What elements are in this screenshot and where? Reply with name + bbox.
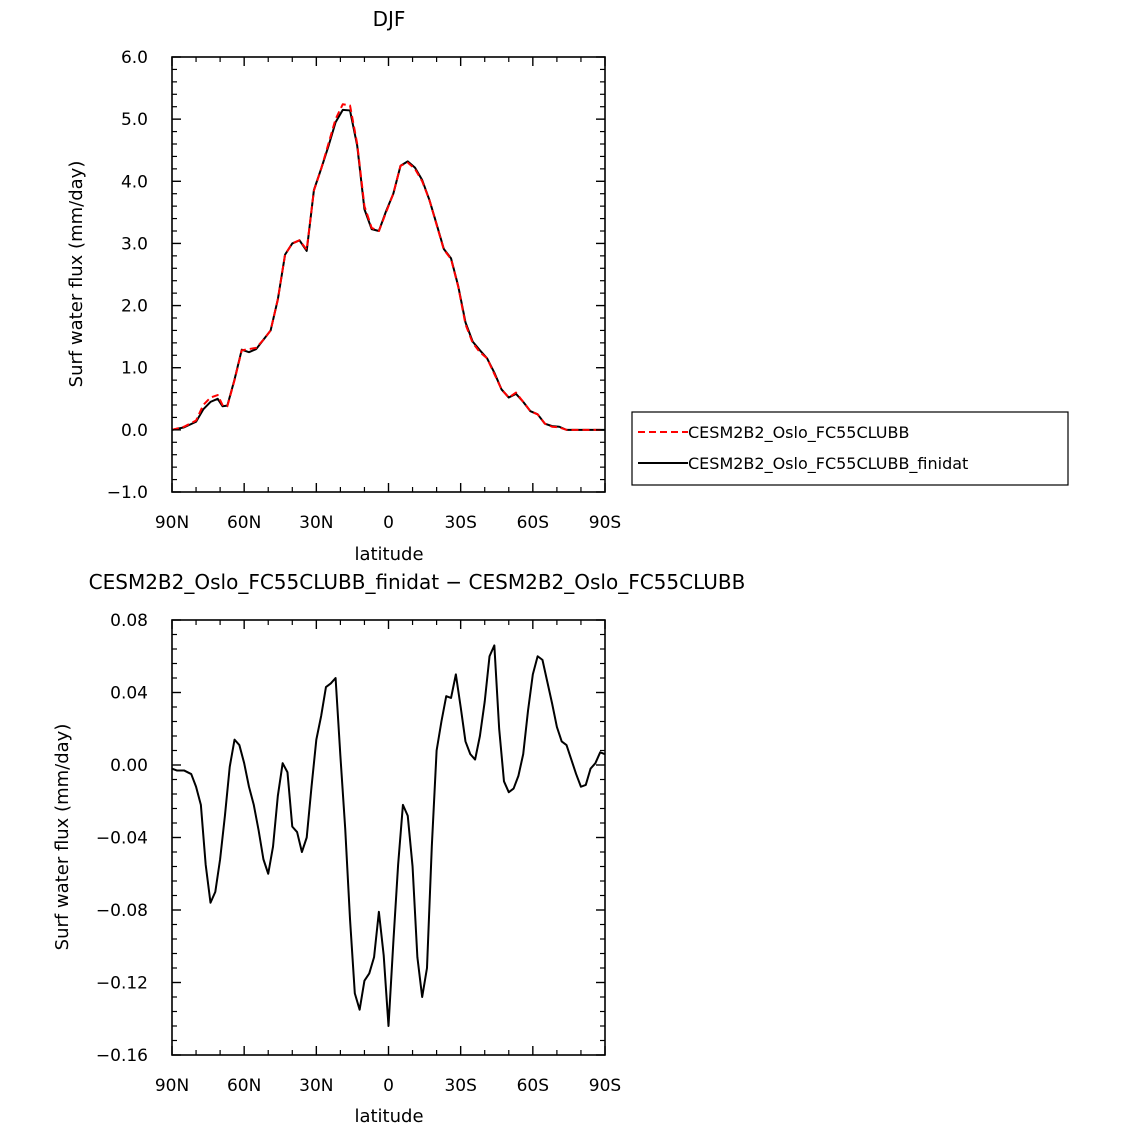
x-tick-label: 90N xyxy=(155,513,189,533)
y-tick-label: −0.16 xyxy=(96,1046,148,1066)
axis-ticks: 90N 60N 30N 0 30S 60S 90S −1.0 0.0 1.0 2.0 3.0 4.0 5.… xyxy=(107,48,622,533)
x-tick-label: 0 xyxy=(383,1076,394,1096)
x-tick-label: 60N xyxy=(227,1076,261,1096)
series-lines xyxy=(171,103,605,431)
y-tick-label: 3.0 xyxy=(121,234,148,254)
difference-plot-frame xyxy=(171,619,606,1056)
difference-axis-ticks: 90N 60N 30N 0 30S 60S 90S −0.16 −0.12 −0.08 −0.04 0… xyxy=(96,611,621,1096)
y-tick-label: 0.0 xyxy=(121,421,148,441)
legend-label-0: CESM2B2_Oslo_FC55CLUBB xyxy=(688,423,909,443)
y-tick-label: 6.0 xyxy=(121,48,148,68)
difference-series-lines xyxy=(171,644,606,1027)
x-tick-label: 60S xyxy=(517,1076,549,1096)
y-tick-label: 5.0 xyxy=(121,110,148,130)
legend: CESM2B2_Oslo_FC55CLUBB CESM2B2_Oslo_FC55… xyxy=(631,411,1069,486)
x-tick-label: 60N xyxy=(227,513,261,533)
x-tick-label: 90N xyxy=(155,1076,189,1096)
x-tick-label: 60S xyxy=(517,513,549,533)
y-tick-label: −0.08 xyxy=(96,901,148,921)
x-tick-label: 30S xyxy=(444,1076,476,1096)
plot-frame xyxy=(171,56,606,493)
series-line-1 xyxy=(171,108,605,431)
y-tick-label: 2.0 xyxy=(121,297,148,317)
x-tick-label: 90S xyxy=(589,513,621,533)
difference-chart-title: CESM2B2_Oslo_FC55CLUBB_finidat − CESM2B2… xyxy=(89,570,746,594)
y-tick-label: −0.12 xyxy=(96,974,148,994)
y-tick-label: 4.0 xyxy=(121,172,148,192)
chart-title: DJF xyxy=(373,7,406,31)
x-tick-label: 30S xyxy=(444,513,476,533)
y-axis-label: Surf water flux (mm/day) xyxy=(66,161,87,388)
y-tick-label: 0.04 xyxy=(110,684,148,704)
y-tick-label: −1.0 xyxy=(107,483,148,503)
y-tick-label: 0.00 xyxy=(110,756,148,776)
x-axis-label: latitude xyxy=(354,544,423,565)
x-tick-label: 30N xyxy=(299,1076,333,1096)
difference-x-axis-label: latitude xyxy=(354,1106,423,1127)
x-tick-label: 0 xyxy=(383,513,394,533)
y-tick-label: −0.04 xyxy=(96,829,148,849)
legend-box xyxy=(631,411,1069,486)
top-panel: DJF 90N 60N 30N 0 30S 60S 90S −1.0 0.0 1.0 2.0 3.0 4… xyxy=(66,7,1069,565)
x-tick-label: 30N xyxy=(299,513,333,533)
difference-y-axis-label: Surf water flux (mm/day) xyxy=(52,724,73,951)
x-tick-label: 90S xyxy=(589,1076,621,1096)
difference-series-line-0 xyxy=(171,644,606,1027)
series-line-0 xyxy=(171,103,605,431)
bottom-panel: CESM2B2_Oslo_FC55CLUBB_finidat − CESM2B2… xyxy=(52,570,745,1127)
y-tick-label: 1.0 xyxy=(121,359,148,379)
y-tick-label: 0.08 xyxy=(110,611,148,631)
legend-label-1: CESM2B2_Oslo_FC55CLUBB_finidat xyxy=(688,454,968,474)
